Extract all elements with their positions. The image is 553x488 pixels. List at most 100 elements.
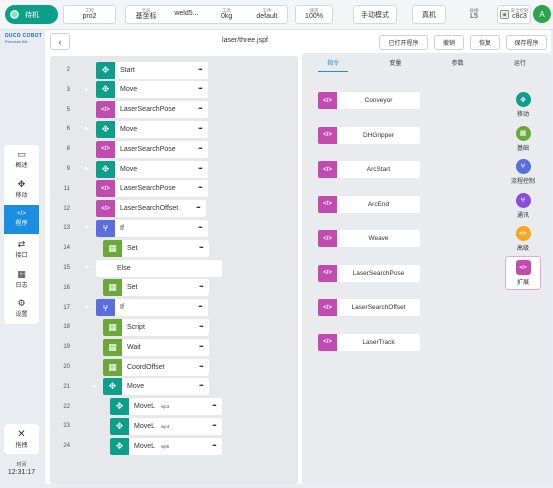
program-line[interactable]: 5 </> LaserSearchPose •••: [50, 100, 298, 120]
command-item[interactable]: </> LaserSearchOffset: [318, 299, 420, 316]
nav-settings[interactable]: ⚙ 设置: [15, 298, 28, 319]
command-block[interactable]: ✥ MoveL wp4 •••: [110, 417, 222, 435]
nav-move[interactable]: ✥ 移动: [15, 179, 28, 200]
more-options-icon[interactable]: •••: [198, 185, 202, 192]
command-item[interactable]: </> ArcStart: [318, 161, 420, 178]
more-options-icon[interactable]: •••: [198, 224, 202, 231]
command-item[interactable]: </> LaserSearchPose: [318, 264, 420, 282]
command-block[interactable]: ✥ Move •••: [103, 378, 209, 396]
collision-level-info[interactable]: 碰撞 L5: [469, 7, 479, 21]
speed-info[interactable]: 速度 100%: [295, 5, 333, 24]
more-options-icon[interactable]: •••: [199, 343, 203, 350]
program-line[interactable]: 9 ▶ ✥ Move •••: [50, 159, 298, 179]
nav-log[interactable]: ▦ 日志: [15, 268, 28, 289]
more-options-icon[interactable]: •••: [198, 106, 202, 113]
program-line[interactable]: 2 ✥ Start •••: [50, 60, 298, 80]
program-line[interactable]: 8 </> LaserSearchPose •••: [50, 139, 298, 159]
more-options-icon[interactable]: •••: [212, 403, 216, 410]
category-comm[interactable]: ⑂ 通讯: [505, 189, 541, 223]
more-options-icon[interactable]: •••: [198, 66, 202, 73]
command-item[interactable]: </> DHGripper: [318, 126, 420, 144]
caret-down-icon[interactable]: ▼: [85, 225, 90, 232]
category-extension[interactable]: </> 扩展: [505, 256, 541, 290]
program-line[interactable]: 11 </> LaserSearchPose •••: [50, 179, 298, 199]
more-options-icon[interactable]: •••: [198, 304, 202, 311]
more-options-icon[interactable]: •••: [199, 284, 203, 291]
command-item[interactable]: </> LaserTrack: [318, 333, 420, 351]
more-options-icon[interactable]: •••: [198, 165, 202, 172]
program-line[interactable]: 20 ▦ CoordOffset •••: [50, 357, 298, 377]
tab-run[interactable]: 运行: [513, 61, 526, 67]
undo-button[interactable]: 撤销: [434, 35, 464, 50]
manual-mode-button[interactable]: 手动模式: [353, 5, 397, 24]
command-block[interactable]: ▦ CoordOffset •••: [103, 358, 209, 376]
caret-right-icon[interactable]: ▶: [85, 166, 89, 172]
more-options-icon[interactable]: •••: [199, 323, 203, 330]
more-options-icon[interactable]: •••: [198, 145, 202, 152]
more-options-icon[interactable]: •••: [199, 244, 203, 251]
tab-commands[interactable]: 指令: [302, 53, 364, 72]
command-block[interactable]: ✥ Move •••: [96, 120, 208, 138]
command-block[interactable]: ✥ Start •••: [96, 61, 208, 79]
command-block[interactable]: ▦ Set •••: [103, 279, 209, 297]
command-block[interactable]: </> LaserSearchPose •••: [96, 180, 208, 198]
program-line[interactable]: 15 ▼ Else: [50, 258, 298, 278]
more-options-icon[interactable]: •••: [199, 363, 203, 370]
caret-right-icon[interactable]: ▶: [85, 126, 89, 133]
category-advanced[interactable]: </> 高级: [505, 222, 541, 256]
nav-program[interactable]: </> 程序: [4, 204, 39, 235]
command-block[interactable]: ▦ Script •••: [103, 318, 209, 336]
program-line[interactable]: 13 ▼ ⑂ If •••: [50, 218, 298, 238]
more-options-icon[interactable]: •••: [199, 383, 203, 390]
program-line[interactable]: 23 ✥ MoveL wp4 •••: [50, 416, 298, 436]
tab-variables[interactable]: 变量: [389, 61, 402, 67]
category-branch[interactable]: ⑂ 流程控制: [505, 155, 541, 189]
opened-programs-button[interactable]: 已打开程序: [379, 35, 428, 50]
more-options-icon[interactable]: •••: [212, 422, 216, 429]
back-button[interactable]: ‹: [50, 33, 70, 50]
more-options-icon[interactable]: •••: [212, 442, 216, 449]
caret-down-icon[interactable]: ▼: [85, 265, 90, 271]
category-grid[interactable]: ▦ 基础: [505, 122, 541, 156]
safety-control-info[interactable]: ▣ 安全控制 c8c3: [497, 5, 531, 24]
command-block[interactable]: ▦ Wait •••: [103, 338, 209, 356]
user-avatar[interactable]: A: [533, 5, 551, 23]
program-line[interactable]: 17 ▼ ⑂ If •••: [50, 298, 298, 318]
command-block[interactable]: ⑂ If •••: [96, 299, 208, 317]
program-line[interactable]: 21 ▼ ✥ Move •••: [50, 377, 298, 397]
coordinate-info[interactable]: 全局 基坐标 weld5... 工具 0kg 工件 default: [125, 5, 288, 24]
more-options-icon[interactable]: •••: [198, 86, 202, 93]
command-item[interactable]: </> Weave: [318, 230, 420, 247]
robot-status-toggle[interactable]: 待机: [5, 5, 58, 24]
project-info[interactable]: 工程 pro2: [63, 5, 116, 24]
program-line[interactable]: 22 ✥ MoveL wp3 •••: [50, 397, 298, 417]
command-block[interactable]: ✥ MoveL wp5 •••: [110, 437, 222, 455]
more-options-icon[interactable]: •••: [196, 205, 200, 212]
redo-button[interactable]: 恢复: [470, 35, 500, 50]
command-block[interactable]: </> LaserSearchOffset •••: [96, 200, 206, 218]
program-line[interactable]: 24 ✥ MoveL wp5 •••: [50, 436, 298, 456]
command-item[interactable]: </> Conveyor: [318, 92, 420, 109]
command-block[interactable]: </> LaserSearchPose •••: [96, 101, 208, 119]
save-program-button[interactable]: 保存程序: [506, 35, 547, 50]
command-block[interactable]: ⑂ If •••: [96, 219, 208, 237]
real-robot-button[interactable]: 真机: [412, 5, 446, 24]
more-options-icon[interactable]: •••: [198, 125, 202, 132]
caret-down-icon[interactable]: ▼: [85, 304, 90, 311]
nav-overview[interactable]: ▭ 概述: [15, 149, 28, 170]
command-block[interactable]: ✥ MoveL wp3 •••: [110, 398, 222, 416]
command-block[interactable]: ✥ Move •••: [96, 81, 208, 99]
drag-mode-button[interactable]: ✕ 拖拽: [4, 424, 39, 454]
program-line[interactable]: 6 ▶ ✥ Move •••: [50, 119, 298, 139]
command-block[interactable]: ✥ Move •••: [96, 160, 208, 178]
command-block[interactable]: ▦ Set •••: [103, 239, 209, 257]
program-line[interactable]: 14 ▦ Set •••: [50, 238, 298, 258]
caret-right-icon[interactable]: ▶: [85, 86, 89, 93]
else-block[interactable]: Else: [96, 259, 222, 277]
caret-down-icon[interactable]: ▼: [92, 383, 97, 390]
category-move[interactable]: ✥ 移动: [505, 88, 541, 122]
program-line[interactable]: 3 ▶ ✥ Move •••: [50, 80, 298, 100]
command-block[interactable]: </> LaserSearchPose •••: [96, 140, 208, 158]
program-line[interactable]: 16 ▦ Set •••: [50, 278, 298, 298]
program-line[interactable]: 19 ▦ Wait •••: [50, 337, 298, 357]
